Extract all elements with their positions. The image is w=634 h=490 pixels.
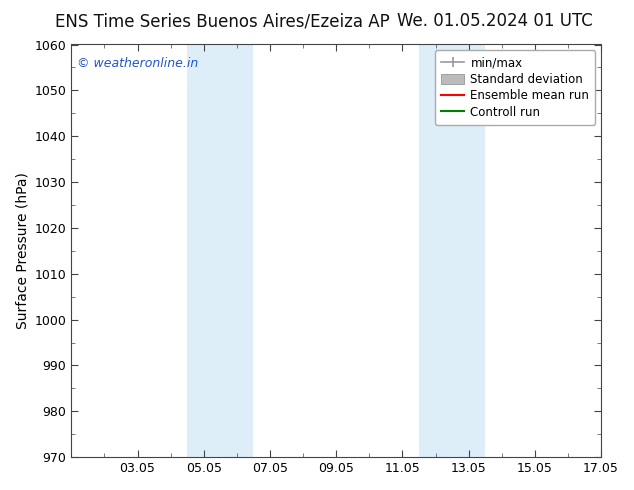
Text: © weatheronline.in: © weatheronline.in [77, 57, 198, 70]
Y-axis label: Surface Pressure (hPa): Surface Pressure (hPa) [15, 172, 29, 329]
Bar [419, 45, 485, 457]
Legend: min/max, Standard deviation, Ensemble mean run, Controll run: min/max, Standard deviation, Ensemble me… [435, 50, 595, 125]
Text: We. 01.05.2024 01 UTC: We. 01.05.2024 01 UTC [397, 12, 592, 30]
Bar [187, 45, 254, 457]
Text: ENS Time Series Buenos Aires/Ezeiza AP: ENS Time Series Buenos Aires/Ezeiza AP [55, 12, 389, 30]
